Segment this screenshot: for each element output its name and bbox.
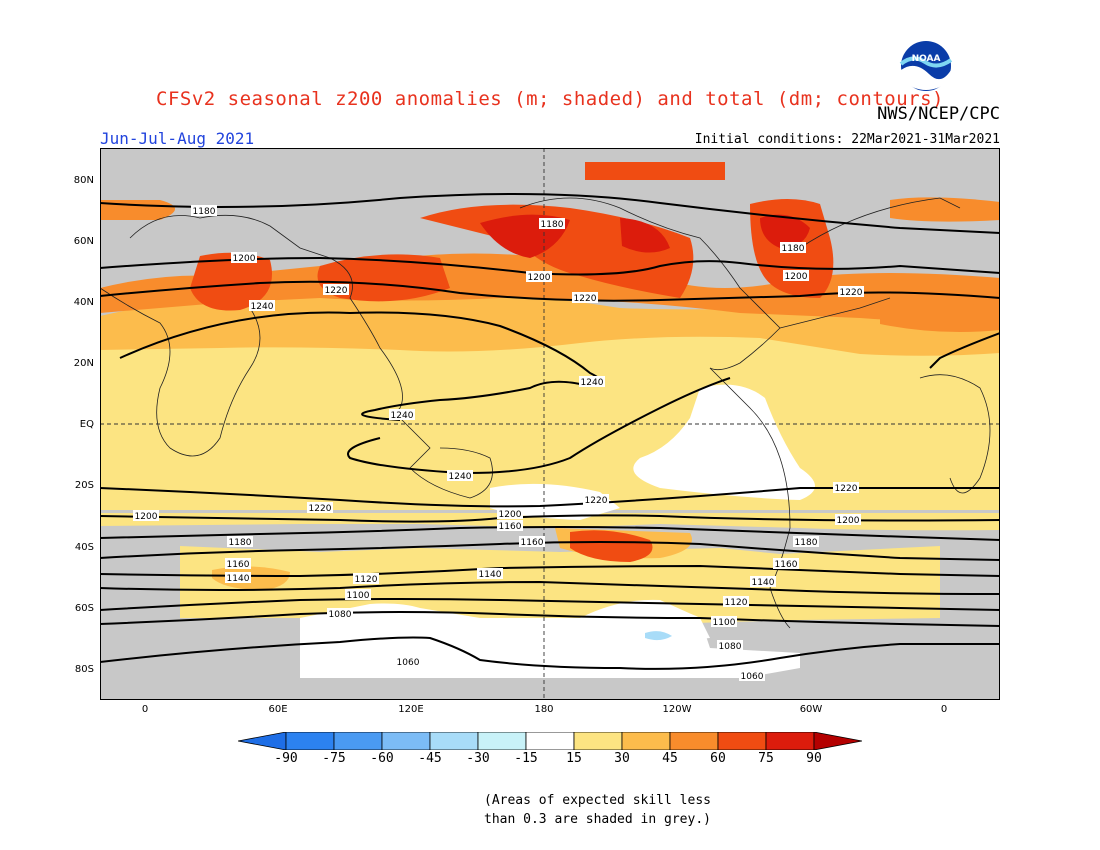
contour-label: 1080 <box>719 642 742 652</box>
contour-label: 1160 <box>775 560 798 570</box>
colorbar-swatch <box>573 732 623 750</box>
contour-label: 1200 <box>528 273 551 283</box>
lat-label: 80S <box>74 664 94 675</box>
colorbar-label: 75 <box>758 751 774 766</box>
colorbar-label: 60 <box>710 751 726 766</box>
colorbar-swatch <box>717 732 767 750</box>
colorbar-label: 45 <box>662 751 678 766</box>
contour-label: 1180 <box>193 207 216 217</box>
anomaly-shading <box>100 162 1000 700</box>
lat-label: 80N <box>73 175 94 186</box>
contour-label: 1140 <box>479 570 502 580</box>
colorbar-swatch <box>333 732 383 750</box>
colorbar <box>238 732 862 750</box>
skill-note-line2: than 0.3 are shaded in grey.) <box>484 812 711 827</box>
contour-label: 1220 <box>574 294 597 304</box>
colorbar-label: -30 <box>466 751 490 766</box>
lon-label: 120E <box>398 704 424 715</box>
noaa-logo: NOAA <box>899 41 953 91</box>
colorbar-label: -90 <box>274 751 298 766</box>
colorbar-swatch <box>381 732 431 750</box>
contour-label: 1200 <box>785 272 808 282</box>
contour-label: 1080 <box>329 610 352 620</box>
contour-label: 1160 <box>227 560 250 570</box>
contour-label: 1220 <box>840 288 863 298</box>
contour-label: 1160 <box>521 538 544 548</box>
contour-label: 1100 <box>713 618 736 628</box>
contour-label: 1200 <box>837 516 860 526</box>
colorbar-swatch <box>238 732 287 750</box>
contour-label: 1220 <box>325 286 348 296</box>
colorbar-swatch <box>669 732 719 750</box>
lon-label: 0 <box>940 704 948 715</box>
height-contours <box>100 193 1000 670</box>
anomaly-map: 1180 1200 1220 1240 1180 1200 1220 1180 … <box>100 148 1000 700</box>
lon-label: 180 <box>534 704 554 715</box>
contour-label: 1200 <box>499 510 522 520</box>
lat-label: 40N <box>73 297 94 308</box>
colorbar-label: -75 <box>322 751 346 766</box>
contour-label: 1140 <box>227 574 250 584</box>
contour-label: 1180 <box>782 244 805 254</box>
contour-label: 1140 <box>752 578 775 588</box>
contour-label: 1160 <box>499 522 522 532</box>
contour-label: 1180 <box>795 538 818 548</box>
lat-label: 60S <box>74 603 94 614</box>
skill-note-line1: (Areas of expected skill less <box>484 793 711 808</box>
lat-label: 20N <box>73 358 94 369</box>
lat-label: 60N <box>73 236 94 247</box>
forecast-period: Jun-Jul-Aug 2021 <box>100 129 255 148</box>
colorbar-swatch <box>525 732 575 750</box>
contour-labels: 1180 1200 1220 1240 1180 1200 1220 1180 … <box>133 205 864 682</box>
lon-label: 120W <box>662 704 692 715</box>
contour-label: 1220 <box>835 484 858 494</box>
colorbar-swatch <box>765 732 815 750</box>
lon-label: 60W <box>799 704 823 715</box>
agency-label: NWS/NCEP/CPC <box>877 104 1000 124</box>
lon-label: 0 <box>141 704 149 715</box>
colorbar-swatch <box>621 732 671 750</box>
contour-label: 1100 <box>347 591 370 601</box>
colorbar-label: 15 <box>566 751 582 766</box>
contour-label: 1060 <box>397 658 420 668</box>
lat-label: EQ <box>79 419 94 430</box>
contour-label: 1200 <box>135 512 158 522</box>
contour-label: 1220 <box>309 504 332 514</box>
colorbar-label: 90 <box>806 751 822 766</box>
lat-label: 20S <box>74 480 94 491</box>
colorbar-swatch <box>477 732 527 750</box>
lon-label: 60E <box>268 704 288 715</box>
contour-label: 1060 <box>741 672 764 682</box>
colorbar-swatch <box>285 732 335 750</box>
contour-label: 1240 <box>449 472 472 482</box>
contour-label: 1200 <box>233 254 256 264</box>
contour-label: 1120 <box>355 575 378 585</box>
colorbar-label: 30 <box>614 751 630 766</box>
colorbar-swatch <box>813 732 862 750</box>
map-frame <box>100 148 1000 700</box>
lat-label: 40S <box>74 542 94 553</box>
contour-label: 1180 <box>541 220 564 230</box>
contour-label: 1240 <box>581 378 604 388</box>
contour-label: 1240 <box>391 411 414 421</box>
contour-label: 1180 <box>229 538 252 548</box>
coastlines <box>100 197 991 629</box>
colorbar-label: -15 <box>514 751 538 766</box>
colorbar-swatch <box>429 732 479 750</box>
contour-label: 1120 <box>725 598 748 608</box>
colorbar-label: -60 <box>370 751 394 766</box>
noaa-logo-text: NOAA <box>912 54 941 64</box>
colorbar-label: -45 <box>418 751 442 766</box>
contour-label: 1240 <box>251 302 274 312</box>
initial-conditions: Initial conditions: 22Mar2021-31Mar2021 <box>694 132 1000 147</box>
contour-label: 1220 <box>585 496 608 506</box>
map-title: CFSv2 seasonal z200 anomalies (m; shaded… <box>156 88 944 110</box>
